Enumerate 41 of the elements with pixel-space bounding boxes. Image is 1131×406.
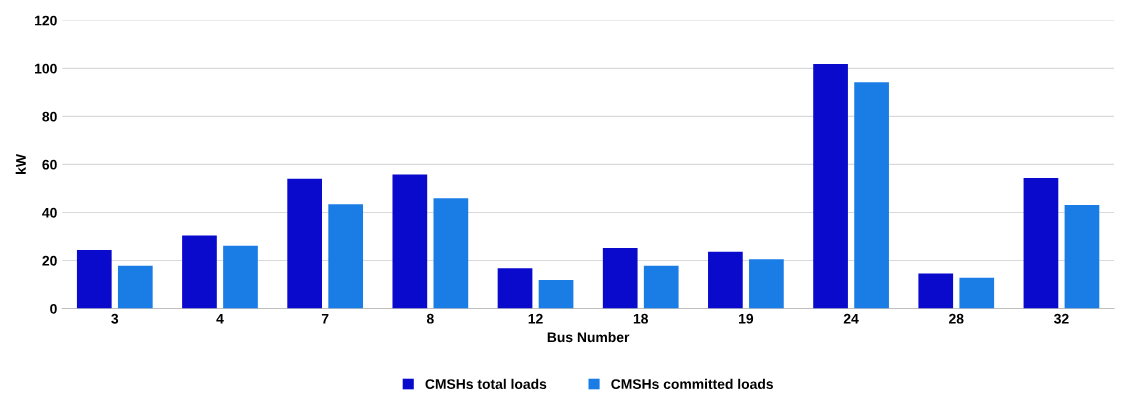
x-tick-label: 8 — [426, 313, 434, 324]
bar — [854, 82, 889, 309]
bar — [182, 235, 217, 309]
y-tick-label: 40 — [42, 207, 57, 218]
bar — [643, 265, 679, 309]
x-tick-label: 7 — [321, 313, 329, 324]
bar — [497, 268, 533, 309]
x-tick-label: 4 — [216, 313, 224, 324]
y-tick-label: 80 — [42, 111, 57, 122]
bar — [223, 245, 258, 309]
bar — [76, 249, 112, 309]
bar — [1064, 205, 1100, 309]
bar — [538, 279, 574, 309]
x-tick-label: 28 — [949, 313, 964, 324]
bar — [918, 273, 954, 309]
legend-label: CMSHs committed loads — [611, 378, 773, 389]
y-tick-label: 20 — [42, 255, 57, 266]
x-tick-label: 24 — [843, 313, 859, 324]
y-tick-label: 0 — [50, 303, 57, 314]
x-tick-label: 12 — [528, 313, 543, 324]
bar — [813, 64, 848, 309]
y-tick-label: 120 — [35, 15, 57, 26]
x-axis-title: Bus Number — [547, 331, 630, 343]
bar — [708, 251, 743, 309]
bar — [287, 178, 323, 309]
y-tick-label: 60 — [42, 159, 57, 170]
bar — [1023, 177, 1059, 309]
x-tick-label: 3 — [111, 313, 119, 324]
x-tick-label: 19 — [739, 313, 754, 324]
y-tick-label: 100 — [35, 63, 57, 74]
x-tick-label: 18 — [633, 313, 649, 324]
bar — [602, 248, 638, 309]
bar — [328, 204, 364, 309]
x-tick-label: 32 — [1054, 313, 1069, 324]
y-axis-title: kW — [15, 154, 26, 174]
bar — [749, 259, 784, 309]
bar — [959, 277, 995, 309]
bar — [117, 265, 153, 309]
legend-label: CMSHs total loads — [425, 378, 547, 389]
bar — [392, 174, 428, 309]
bar — [433, 198, 469, 309]
